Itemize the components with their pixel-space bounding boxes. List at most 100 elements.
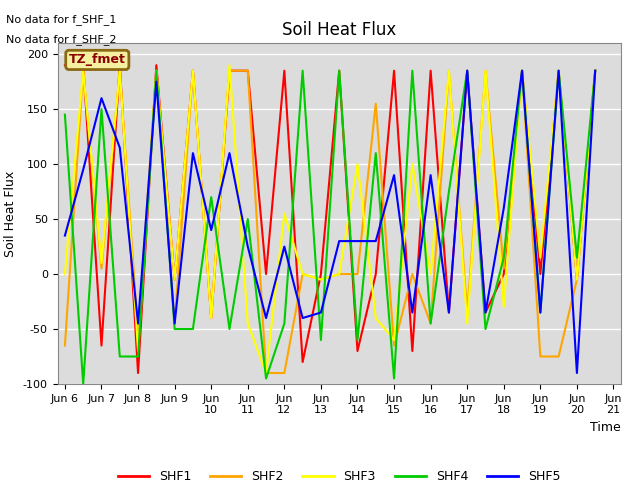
SHF4 — [152, 68, 160, 73]
Line: SHF4: SHF4 — [65, 71, 595, 384]
SHF2 — [518, 68, 526, 73]
SHF4 — [335, 68, 343, 73]
SHF2 — [116, 68, 124, 73]
SHF4 — [482, 326, 490, 332]
SHF3 — [591, 68, 599, 73]
SHF1 — [573, 276, 580, 282]
SHF5 — [354, 238, 362, 244]
SHF5 — [98, 96, 106, 101]
Text: No data for f_SHF_2: No data for f_SHF_2 — [6, 34, 117, 45]
SHF3 — [207, 315, 215, 321]
SHF3 — [500, 304, 508, 310]
SHF1 — [354, 348, 362, 354]
Y-axis label: Soil Heat Flux: Soil Heat Flux — [4, 170, 17, 257]
SHF2 — [98, 266, 106, 272]
SHF4 — [171, 326, 179, 332]
SHF4 — [134, 354, 142, 360]
SHF3 — [555, 68, 563, 73]
SHF5 — [152, 79, 160, 84]
SHF1 — [591, 68, 599, 73]
Line: SHF3: SHF3 — [65, 65, 595, 373]
SHF2 — [445, 68, 452, 73]
SHF3 — [482, 68, 490, 73]
SHF4 — [317, 337, 324, 343]
SHF2 — [354, 271, 362, 277]
SHF2 — [207, 315, 215, 321]
Line: SHF5: SHF5 — [65, 71, 595, 373]
SHF5 — [317, 310, 324, 315]
SHF5 — [573, 370, 580, 376]
SHF5 — [116, 145, 124, 151]
SHF2 — [408, 271, 416, 277]
SHF2 — [226, 68, 234, 73]
SHF1 — [372, 271, 380, 277]
SHF1 — [152, 62, 160, 68]
SHF4 — [518, 68, 526, 73]
SHF4 — [500, 255, 508, 261]
SHF2 — [317, 276, 324, 282]
SHF3 — [226, 62, 234, 68]
SHF2 — [427, 321, 435, 326]
SHF2 — [134, 332, 142, 337]
SHF3 — [262, 370, 270, 376]
SHF3 — [536, 255, 544, 261]
SHF4 — [61, 112, 68, 118]
SHF5 — [372, 238, 380, 244]
SHF1 — [134, 370, 142, 376]
SHF4 — [98, 106, 106, 112]
SHF5 — [482, 310, 490, 315]
SHF3 — [79, 68, 87, 73]
SHF1 — [463, 68, 471, 73]
SHF3 — [427, 271, 435, 277]
SHF5 — [500, 205, 508, 211]
SHF5 — [427, 172, 435, 178]
SHF1 — [280, 68, 288, 73]
SHF1 — [317, 271, 324, 277]
SHF1 — [482, 310, 490, 315]
Legend: SHF1, SHF2, SHF3, SHF4, SHF5: SHF1, SHF2, SHF3, SHF4, SHF5 — [113, 465, 566, 480]
SHF1 — [262, 271, 270, 277]
Line: SHF1: SHF1 — [65, 65, 595, 373]
SHF3 — [354, 161, 362, 167]
SHF5 — [207, 227, 215, 233]
SHF1 — [207, 315, 215, 321]
Line: SHF2: SHF2 — [65, 71, 595, 373]
SHF5 — [226, 150, 234, 156]
SHF1 — [61, 62, 68, 68]
SHF5 — [262, 315, 270, 321]
SHF1 — [408, 348, 416, 354]
SHF1 — [116, 62, 124, 68]
SHF1 — [518, 68, 526, 73]
SHF1 — [98, 343, 106, 348]
SHF1 — [390, 68, 398, 73]
SHF2 — [482, 68, 490, 73]
SHF2 — [262, 370, 270, 376]
Title: Soil Heat Flux: Soil Heat Flux — [282, 21, 396, 39]
SHF5 — [171, 321, 179, 326]
SHF2 — [280, 370, 288, 376]
SHF4 — [299, 68, 307, 73]
SHF3 — [335, 271, 343, 277]
SHF4 — [262, 376, 270, 382]
SHF5 — [390, 172, 398, 178]
SHF5 — [408, 310, 416, 315]
SHF4 — [79, 381, 87, 387]
SHF4 — [207, 194, 215, 200]
SHF3 — [98, 260, 106, 266]
SHF2 — [536, 354, 544, 360]
SHF5 — [244, 244, 252, 250]
SHF4 — [536, 310, 544, 315]
Text: No data for f_SHF_1: No data for f_SHF_1 — [6, 14, 116, 25]
SHF5 — [555, 68, 563, 73]
SHF5 — [536, 310, 544, 315]
SHF4 — [189, 326, 196, 332]
SHF3 — [390, 337, 398, 343]
SHF1 — [536, 271, 544, 277]
SHF3 — [280, 211, 288, 216]
SHF4 — [591, 68, 599, 73]
SHF2 — [463, 310, 471, 315]
SHF3 — [189, 68, 196, 73]
SHF1 — [299, 359, 307, 365]
SHF4 — [354, 337, 362, 343]
SHF2 — [372, 101, 380, 107]
